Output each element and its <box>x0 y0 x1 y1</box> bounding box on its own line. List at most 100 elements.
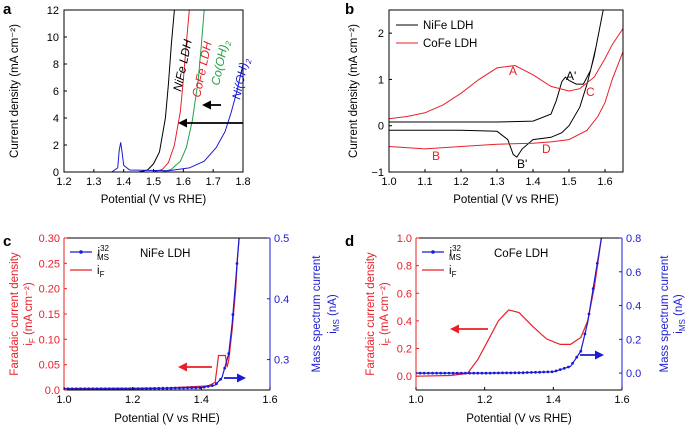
ims-marker <box>66 387 70 390</box>
arrow-right-c-head <box>237 373 246 383</box>
series-c-if <box>64 238 240 390</box>
x-tick-label-a: 1.8 <box>235 176 250 188</box>
ims-marker <box>509 371 513 375</box>
ims-marker <box>464 371 467 375</box>
plot-frame-b <box>388 9 624 173</box>
legend-marker-d-ims <box>431 250 435 254</box>
ims-marker <box>235 262 239 265</box>
ims-marker <box>149 387 152 390</box>
ims-marker <box>210 384 214 387</box>
ims-marker <box>120 387 124 390</box>
annotation-nioh2: Ni(OH)2 <box>229 56 253 101</box>
y-right-tick-label-c: 0.3 <box>274 355 289 367</box>
y-right-tick-label-c: 0.4 <box>274 294 289 306</box>
ims-marker <box>492 371 496 375</box>
ims-marker <box>79 387 82 390</box>
ims-marker <box>480 371 484 375</box>
ims-marker <box>206 385 210 388</box>
ims-marker <box>70 387 74 390</box>
y-left-tick-label-d: 0.2 <box>397 344 412 356</box>
arrow-a-long-head <box>178 118 187 128</box>
x-tick-label-a: 1.6 <box>176 176 191 188</box>
ims-marker <box>136 387 140 390</box>
y-left-axis-label-d: Faradaic current density <box>365 252 377 376</box>
ims-marker <box>173 386 177 390</box>
ims-marker <box>468 371 471 375</box>
ims-marker <box>103 387 107 390</box>
ims-markers-d <box>416 261 599 375</box>
y-tick-label-b: 2 <box>378 28 384 40</box>
ims-marker <box>583 332 587 336</box>
series-d-ims <box>416 238 602 374</box>
x-tick-label-a: 1.5 <box>146 176 161 188</box>
y-right-tick-label-d: 0.8 <box>626 233 641 245</box>
x-tick-label-c: 1.4 <box>194 394 209 406</box>
y-tick-label-a: 0 <box>53 167 59 179</box>
y-right-tick-label-d: 0.2 <box>626 334 641 346</box>
x-tick-label-b: 1.4 <box>525 176 540 188</box>
ims-marker <box>182 386 185 390</box>
y-tick-label-a: 6 <box>53 86 59 98</box>
ims-marker <box>431 371 434 375</box>
arrow-left-d-head <box>450 324 459 334</box>
y-left-axis-unit-c: iF (mA cm⁻²) <box>23 282 37 346</box>
y-left-axis-label-c: Faradaic current density <box>9 252 21 376</box>
ims-marker <box>501 371 504 375</box>
ims-marker <box>558 368 562 371</box>
ims-marker <box>190 386 194 390</box>
ims-marker <box>215 382 218 386</box>
ims-marker <box>484 371 488 375</box>
ims-marker <box>575 355 579 359</box>
legend-label-d-if: iF <box>449 265 457 279</box>
ims-marker <box>517 371 521 375</box>
ims-marker <box>169 386 173 390</box>
annotation-b-3: C <box>586 85 595 99</box>
ims-marker <box>132 387 136 390</box>
x-tick-label-b: 1.0 <box>381 176 396 188</box>
panel-label-b: b <box>345 1 354 18</box>
ims-marker <box>116 387 119 390</box>
y-left-tick-label-d: 0.0 <box>397 371 412 383</box>
ims-marker <box>422 371 426 375</box>
ims-marker <box>505 371 508 375</box>
ims-marker <box>219 377 223 381</box>
y-left-tick-label-c: 0.15 <box>39 309 60 321</box>
y-tick-label-b: 1 <box>378 74 384 86</box>
ims-marker <box>595 261 599 265</box>
x-axis-label-d: Potential (V vs RHE) <box>466 413 572 425</box>
ims-marker <box>75 387 78 390</box>
ims-marker <box>145 387 148 390</box>
x-tick-label-d: 1.2 <box>477 394 492 406</box>
ims-marker <box>194 386 198 390</box>
y-tick-label-b: −1 <box>371 167 384 179</box>
y-tick-label-b: 0 <box>378 121 384 133</box>
panel-title-d: CoFe LDH <box>494 248 548 260</box>
ims-marker <box>538 370 541 374</box>
ims-marker <box>198 386 202 389</box>
y-left-tick-label-c: 0.30 <box>39 233 60 245</box>
ims-marker <box>128 387 132 390</box>
x-axis-label-c: Potential (V vs RHE) <box>114 413 220 425</box>
annotation-b-1: A <box>509 64 517 78</box>
x-tick-label-c: 1.2 <box>125 394 140 406</box>
y-right-tick-label-c: 0.5 <box>274 233 289 245</box>
ims-marker <box>546 370 550 374</box>
y-right-tick-label-d: 0.4 <box>626 301 641 313</box>
series-a-2 <box>64 10 190 172</box>
y-tick-label-a: 2 <box>53 140 59 152</box>
ims-marker <box>435 371 438 375</box>
y-right-tick-label-d: 0.6 <box>626 267 641 279</box>
ims-marker <box>571 361 574 365</box>
y-left-tick-label-c: 0.10 <box>39 334 60 346</box>
ims-marker <box>513 371 517 375</box>
ims-marker <box>587 312 591 316</box>
x-tick-label-b: 1.5 <box>561 176 576 188</box>
y-tick-label-a: 8 <box>53 59 59 71</box>
y-left-tick-label-c: 0.0 <box>45 385 60 397</box>
y-axis-label-a: Current density (mA cm⁻²) <box>9 24 21 158</box>
ims-marker <box>95 387 99 390</box>
legend-label-c-if: iF <box>97 265 105 279</box>
y-tick-label-a: 10 <box>47 32 59 44</box>
ims-marker <box>227 352 231 355</box>
ims-marker <box>447 371 451 375</box>
